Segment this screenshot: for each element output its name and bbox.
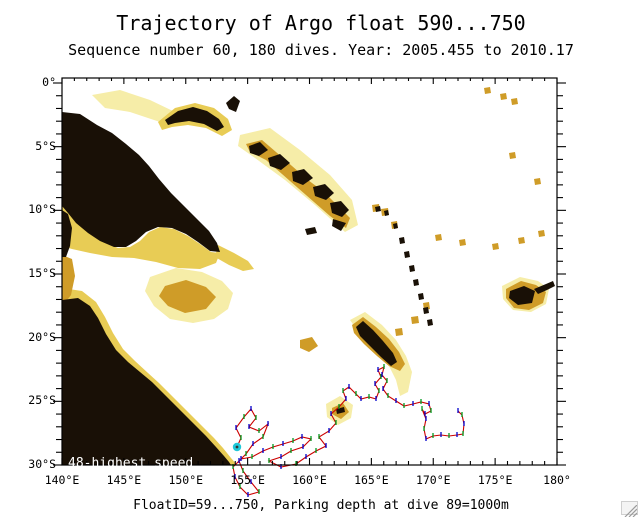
lat-axis-label: 10°S	[28, 202, 56, 217]
shallow-bathymetry	[509, 152, 516, 159]
shallow-bathymetry	[459, 239, 466, 246]
landmass	[356, 321, 397, 366]
lon-axis-label: 170°E	[415, 473, 451, 487]
landmass	[404, 251, 410, 258]
landmass	[62, 112, 220, 252]
lat-axis-label: 20°S	[28, 329, 56, 344]
land-layer	[62, 87, 555, 465]
lat-axis-label: 15°S	[28, 265, 56, 280]
landmass	[336, 407, 345, 414]
landmass	[413, 279, 419, 286]
grip-hatch-line	[632, 512, 638, 518]
landmass	[330, 201, 349, 217]
landmass	[384, 210, 389, 216]
landmass	[268, 154, 290, 170]
shallow-bathymetry	[538, 230, 545, 237]
lon-axis-label: 175°E	[477, 473, 513, 487]
shallow-bathymetry	[92, 90, 175, 122]
landmass	[423, 307, 429, 314]
shallow-bathymetry	[159, 280, 216, 313]
legend-highest-speed: 48-highest speed	[68, 456, 194, 471]
shallow-bathymetry	[395, 328, 403, 336]
landmass	[399, 237, 405, 244]
landmass	[165, 107, 224, 131]
lat-axis-label: 25°S	[28, 393, 56, 408]
landmass	[292, 169, 313, 185]
shallow-bathymetry	[300, 337, 318, 352]
axis-frame	[53, 77, 566, 466]
shallow-bathymetry	[62, 200, 220, 269]
plot-subtitle: Sequence number 60, 180 dives. Year: 200…	[68, 41, 574, 59]
lon-axis-label: 180°	[543, 473, 571, 487]
landmass	[375, 206, 381, 212]
start-position-center-dot	[235, 445, 239, 449]
landmass	[62, 298, 231, 465]
lon-axis-label: 155°E	[230, 473, 265, 487]
lon-axis-label: 165°E	[354, 473, 389, 487]
shallow-bathymetry	[534, 178, 541, 185]
lon-axis-label: 140°E	[44, 473, 80, 487]
landmass	[332, 219, 346, 231]
shallow-bathymetry	[435, 234, 442, 241]
shallow-bathymetry	[511, 98, 518, 105]
landmass	[509, 286, 535, 305]
lon-axis-label: 150°E	[168, 473, 204, 487]
shallow-bathymetry	[484, 87, 491, 94]
landmass	[249, 142, 268, 156]
figure-caption: FloatID=59...750, Parking depth at dive …	[133, 498, 509, 513]
shallow-bathymetry	[215, 245, 254, 271]
shallow-bathymetry	[492, 243, 499, 250]
landmass	[418, 293, 424, 300]
shallow-bathymetry	[518, 237, 525, 244]
resize-grip-icon[interactable]	[621, 501, 638, 518]
lat-axis-label: 30°S	[28, 456, 56, 471]
shallow-bathymetry	[62, 255, 75, 304]
landmass	[534, 281, 555, 294]
lat-axis-label: 5°S	[35, 138, 56, 153]
landmass	[313, 184, 334, 200]
landmass	[226, 96, 240, 112]
grip-hatch-line	[628, 508, 638, 518]
float-track	[232, 364, 465, 497]
landmass	[393, 223, 398, 229]
landmass	[62, 210, 72, 257]
lon-axis-label: 160°E	[292, 473, 327, 487]
map-legend: 48-highest speed High speed = 30.059 Gri…	[68, 406, 217, 518]
landmass	[427, 319, 433, 326]
lat-axis-label: 0°	[42, 75, 56, 89]
plot-title: Trajectory of Argo float 590...750	[116, 11, 526, 35]
landmass	[305, 227, 317, 235]
shallow-bathymetry	[411, 316, 419, 324]
lon-axis-label: 145°E	[106, 473, 142, 487]
landmass	[409, 265, 415, 272]
shallow-bathymetry	[500, 93, 507, 100]
grip-hatch-line	[624, 504, 638, 518]
